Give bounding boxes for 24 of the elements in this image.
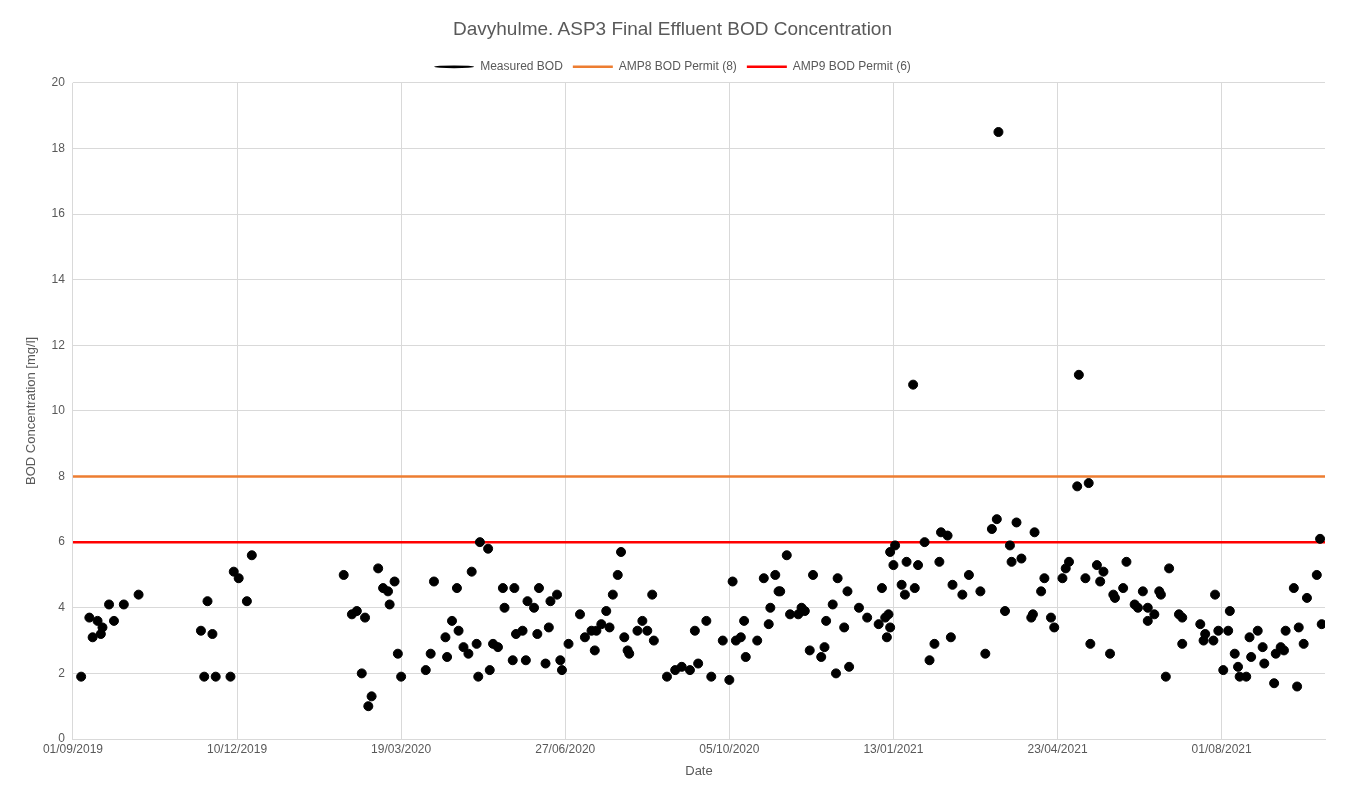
x-tick-label: 10/12/2019 <box>207 741 268 756</box>
legend-label: AMP8 BOD Permit (8) <box>618 59 737 74</box>
x-tick-label: 27/06/2020 <box>535 741 596 756</box>
x-tick-label: 05/10/2020 <box>699 741 760 756</box>
x-tick-label: 23/04/2021 <box>1027 741 1088 756</box>
y-tick-label: 18 <box>51 140 66 155</box>
y-tick-label: 12 <box>51 337 66 352</box>
y-tick-label: 6 <box>58 534 66 549</box>
x-axis-title: Date <box>685 762 713 778</box>
y-tick-label: 8 <box>58 468 66 483</box>
chart-title: Davyhulme. ASP3 Final Effluent BOD Concentration <box>453 17 892 39</box>
y-axis-title: BOD Concentration [mg/l] <box>23 336 39 485</box>
y-tick-label: 16 <box>51 206 66 221</box>
y-tick-label: 14 <box>51 271 66 286</box>
x-tick-label: 19/03/2020 <box>371 741 432 756</box>
legend-label: AMP9 BOD Permit (6) <box>792 59 911 74</box>
y-tick-label: 20 <box>51 75 66 90</box>
y-tick-label: 10 <box>51 403 66 418</box>
x-tick-label: 01/09/2019 <box>42 741 104 756</box>
y-tick-label: 2 <box>58 665 66 680</box>
x-tick-label: 01/08/2021 <box>1191 741 1252 756</box>
y-tick-label: 4 <box>58 600 66 615</box>
legend-label: Measured BOD <box>480 59 564 74</box>
x-tick-label: 13/01/2021 <box>863 741 924 756</box>
